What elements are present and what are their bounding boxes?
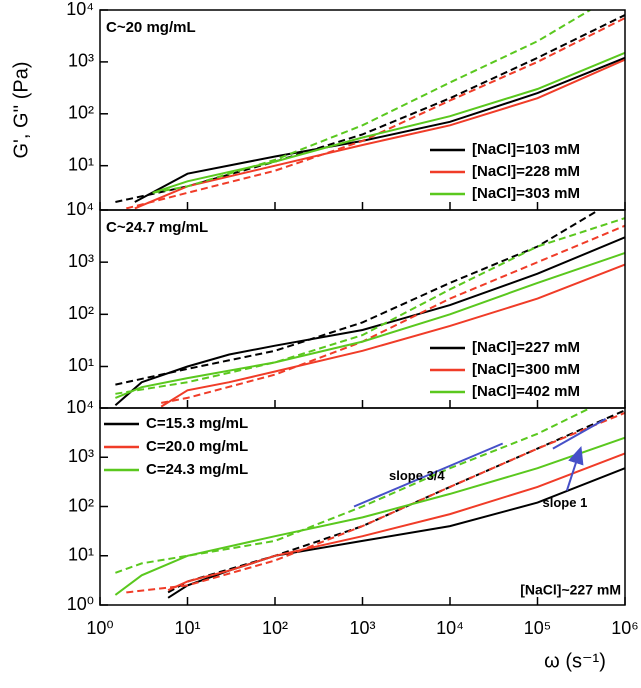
series-line	[115, 217, 625, 395]
y-tick-label: 10⁴	[66, 397, 94, 417]
series-line	[152, 51, 625, 194]
legend-label: C=24.3 mg/mL	[146, 461, 248, 478]
y-tick-label: 10³	[68, 446, 94, 466]
plot-frame	[99, 209, 626, 409]
slope-guide	[353, 442, 504, 508]
series-line	[115, 408, 591, 574]
x-tick-label: 10⁰	[86, 618, 113, 638]
guide-label: slope 3/4	[389, 468, 445, 483]
y-tick-label: 10²	[68, 495, 94, 515]
annotation: [NaCl]~227 mM	[520, 582, 621, 598]
y-tick-label: 10⁰	[67, 594, 94, 614]
series-line	[152, 10, 591, 194]
plot-frame	[99, 407, 626, 606]
series-line	[115, 210, 600, 386]
legend-label: [NaCl]=228 mM	[472, 163, 580, 180]
legend-label: [NaCl]=402 mM	[472, 383, 580, 400]
series-line	[114, 436, 625, 596]
plot-frame	[99, 9, 626, 211]
y-tick-label: 10¹	[68, 154, 94, 174]
x-axis-label: ω (s⁻¹)	[544, 650, 606, 672]
y-tick-label: 10¹	[68, 545, 94, 565]
series-line	[126, 17, 625, 210]
series-line	[167, 452, 625, 592]
legend-label: [NaCl]=300 mM	[472, 361, 580, 378]
y-tick-label: 10³	[68, 251, 94, 271]
series-line	[115, 252, 625, 399]
series-line	[126, 411, 625, 594]
legend-label: C=15.3 mg/mL	[146, 415, 248, 432]
x-tick-label: 10⁶	[611, 618, 638, 638]
legend-label: [NaCl]=103 mM	[472, 141, 580, 158]
x-tick-label: 10³	[349, 618, 375, 638]
legend-label: [NaCl]=227 mM	[472, 339, 580, 356]
x-tick-label: 10⁴	[436, 618, 464, 638]
y-tick-label: 10²	[68, 103, 94, 123]
x-tick-label: 10⁵	[524, 618, 551, 638]
y-tick-label: 10⁴	[66, 0, 94, 19]
legend-label: C=20.0 mg/mL	[146, 438, 248, 455]
guide-arrow	[565, 445, 584, 491]
series-line	[160, 263, 625, 408]
y-tick-label: 10⁴	[66, 199, 94, 219]
slope-guide	[552, 418, 607, 450]
series-line	[115, 14, 625, 203]
guide-label: slope 1	[543, 495, 588, 510]
y-tick-label: 10²	[68, 303, 94, 323]
y-tick-label: 10³	[68, 51, 94, 71]
x-tick-label: 10²	[262, 618, 288, 638]
legend-label: [NaCl]=303 mM	[472, 185, 580, 202]
y-axis-label: G', G'' (Pa)	[10, 61, 32, 158]
x-tick-label: 10¹	[174, 618, 200, 638]
y-tick-label: 10¹	[68, 355, 94, 375]
series-line	[114, 236, 625, 407]
annotation: C~20 mg/mL	[106, 19, 196, 36]
annotation: C~24.7 mg/mL	[106, 219, 208, 236]
